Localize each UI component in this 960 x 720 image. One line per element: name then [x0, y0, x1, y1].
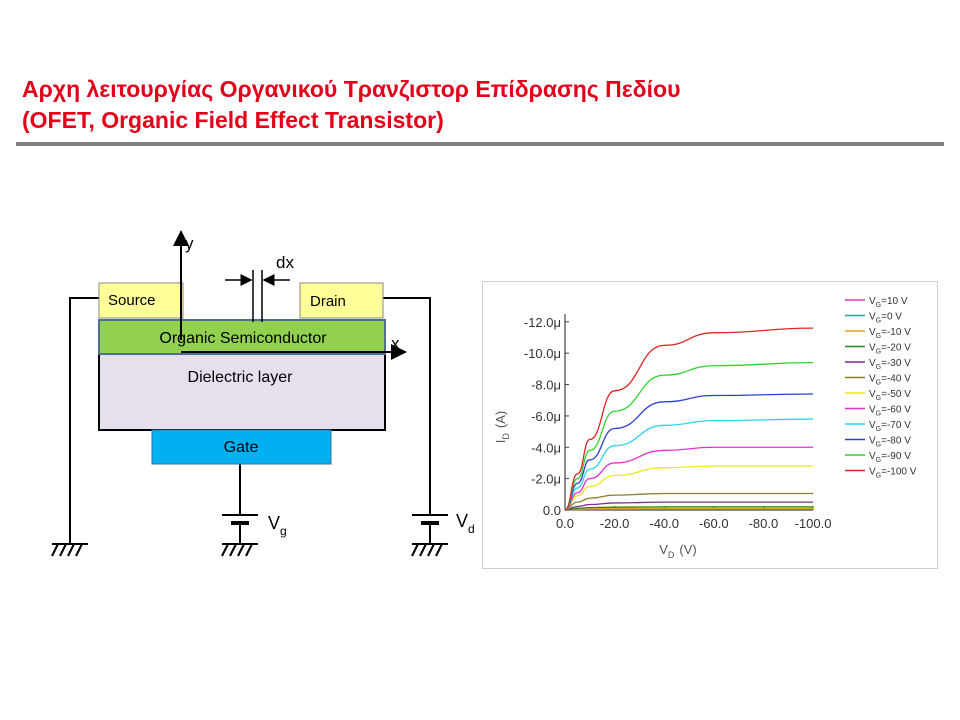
series-curve: [564, 393, 814, 511]
legend-label: VG=-100 V: [869, 467, 917, 480]
slide-title-line-1: Αρχη λειτουργίας Οργανικού Τρανζιστορ Επ…: [22, 76, 681, 102]
series-curve: [564, 507, 814, 511]
ground-icon: [411, 543, 448, 557]
gate-electrode: [151, 429, 332, 465]
dielectric-layer: [98, 351, 386, 431]
legend-label: VG=-70 V: [869, 420, 911, 433]
title-divider: [16, 142, 944, 146]
x-tick-label: -40.0: [649, 516, 679, 531]
legend-label: VG=-40 V: [869, 374, 911, 387]
legend-label: VG=0 V: [869, 312, 902, 325]
series-curve: [564, 501, 813, 511]
gate-label: Gate: [224, 439, 259, 456]
x-axis-title: VD (V): [659, 542, 697, 560]
legend-label: VG=-10 V: [869, 327, 911, 340]
y-tick-label: -2.0μ: [531, 472, 561, 487]
y-tick-label: -10.0μ: [524, 346, 561, 361]
ground-icon: [221, 543, 258, 557]
series-curve: [564, 446, 813, 511]
drain-electrode: [299, 282, 384, 319]
slide-title: Αρχη λειτουργίας Οργανικού Τρανζιστορ Επ…: [22, 74, 942, 136]
series-curve: [564, 361, 814, 511]
x-axis-label: x: [391, 334, 400, 353]
series-curve: [564, 327, 814, 511]
vd-battery-icon: [412, 514, 448, 544]
legend-label: VG=-30 V: [869, 358, 911, 371]
x-tick-label: -80.0: [749, 516, 779, 531]
source-electrode: [98, 282, 184, 319]
output-characteristics-chart: 0.0 -20.0 -40.0 -60.0 -80.0 -100.0 0.0 -2.0μ -4…: [482, 281, 938, 569]
dielectric-label: Dielectric layer: [188, 369, 294, 386]
vg-label: Vg: [268, 513, 287, 538]
drain-label: Drain: [310, 293, 346, 310]
vd-label: Vd: [456, 511, 475, 536]
y-tick-label: -12.0μ: [524, 315, 561, 330]
chart-svg: 0.0 -20.0 -40.0 -60.0 -80.0 -100.0 0.0 -2.0μ -4…: [493, 296, 917, 560]
series-curve: [564, 492, 813, 511]
legend-label: VG=-80 V: [869, 436, 911, 449]
ground-icon: [51, 543, 88, 557]
legend-label: VG=-60 V: [869, 405, 911, 418]
legend-label: VG=10 V: [869, 296, 908, 309]
drain-vd-wire: [383, 297, 431, 515]
organic-semiconductor-layer: [98, 319, 386, 355]
y-axis-label: y: [185, 234, 194, 253]
source-label: Source: [108, 292, 156, 309]
x-tick-label: -20.0: [600, 516, 630, 531]
vg-battery-icon: [222, 514, 258, 544]
y-tick-label: 0.0: [543, 503, 561, 518]
slide-title-line-2: (OFET, Organic Field Effect Transistor): [22, 107, 444, 133]
legend-label: VG=-90 V: [869, 451, 911, 464]
y-tick-label: -4.0μ: [531, 440, 561, 455]
y-tick-label: -6.0μ: [531, 409, 561, 424]
dx-label: dx: [276, 253, 294, 272]
x-tick-label: 0.0: [556, 516, 574, 531]
semiconductor-label: Organic Semiconductor: [159, 330, 327, 347]
x-tick-label: -60.0: [699, 516, 729, 531]
series-curve: [564, 506, 813, 511]
y-axis-title: ID(A): [493, 411, 511, 443]
series-curve: [564, 418, 814, 511]
x-tick-label: -100.0: [795, 516, 832, 531]
series-curve: [564, 465, 813, 511]
source-ground-wire: [69, 297, 99, 544]
legend-label: VG=-20 V: [869, 343, 911, 356]
y-tick-label: -8.0μ: [531, 378, 561, 393]
legend-label: VG=-50 V: [869, 389, 911, 402]
